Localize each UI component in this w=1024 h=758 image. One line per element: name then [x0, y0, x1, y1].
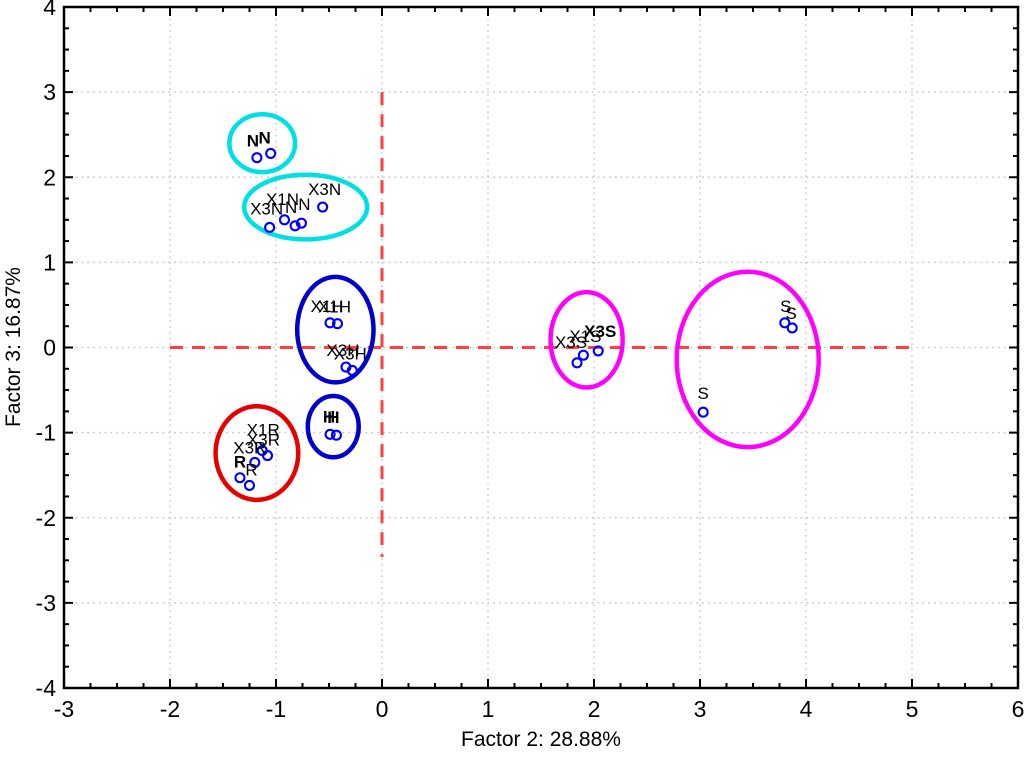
data-point-label: S	[786, 304, 797, 323]
cluster-ellipse-r	[213, 403, 301, 503]
data-point-label: N	[298, 195, 310, 214]
x-axis-title: Factor 2: 28.88%	[461, 728, 621, 751]
data-point-marker	[234, 472, 246, 484]
data-point-marker	[577, 349, 589, 361]
data-point-label: X3S	[584, 322, 616, 341]
data-point-marker	[786, 322, 798, 334]
data-point-label: N	[259, 128, 271, 147]
data-point-label: X3R	[247, 431, 280, 450]
data-point-label: X3H	[334, 344, 367, 363]
cluster-ellipse-s	[674, 269, 821, 450]
data-point-label: X1R	[247, 421, 280, 440]
x-tick-label: -1	[266, 696, 286, 722]
cluster-ellipse-n	[227, 112, 298, 175]
data-point-label: H	[327, 408, 339, 427]
data-point-marker	[592, 345, 604, 357]
data-point-marker	[324, 317, 336, 329]
data-point-marker	[331, 318, 344, 330]
data-point-label: X3S	[555, 333, 587, 352]
y-tick-label: 1	[43, 249, 56, 275]
x-tick-label: 5	[906, 696, 919, 722]
data-point-marker	[261, 450, 274, 462]
data-point-label: N	[247, 132, 259, 151]
data-point-label: N	[285, 198, 297, 217]
cluster-ellipse-n	[241, 172, 370, 242]
data-point-label: H	[323, 407, 335, 426]
x-tick-label: 0	[376, 696, 389, 722]
data-point-marker	[317, 201, 329, 213]
data-point-marker	[346, 364, 358, 377]
data-point-marker	[571, 357, 583, 369]
data-point-label: X3N	[250, 199, 283, 218]
x-tick-label: 2	[588, 696, 601, 722]
data-point-marker	[779, 317, 791, 329]
data-point-marker	[249, 456, 261, 468]
plot-border	[62, 5, 1020, 690]
x-tick-label: 3	[694, 696, 707, 722]
y-tick-label: 4	[43, 0, 56, 20]
data-point-label: R	[245, 460, 257, 479]
y-tick-label: -2	[36, 505, 56, 531]
x-tick-label: -3	[54, 696, 74, 722]
x-tick-label: -2	[160, 696, 180, 722]
cluster-ellipse-h	[305, 393, 361, 460]
data-point-marker	[243, 479, 256, 491]
data-point-marker	[278, 214, 291, 226]
y-axis-title: Factor 3: 16.87%	[2, 267, 25, 427]
data-point-marker	[265, 147, 277, 159]
data-point-label: S	[780, 297, 791, 316]
y-tick-label: 2	[43, 164, 56, 190]
data-point-label: X3H	[326, 341, 359, 360]
data-point-marker	[289, 220, 301, 232]
y-tick-label: -4	[36, 675, 57, 701]
data-point-label: S	[698, 384, 709, 403]
data-point-label: X1H	[318, 298, 351, 317]
data-point-label: X1N	[266, 190, 299, 209]
data-point-marker	[295, 217, 307, 229]
data-point-label: X1S	[569, 327, 601, 346]
data-point-marker	[264, 221, 276, 234]
data-point-marker	[251, 152, 263, 164]
x-tick-label: 4	[800, 696, 813, 722]
data-point-label: R	[234, 453, 246, 472]
data-point-label: X1H	[311, 297, 344, 316]
data-point-marker	[697, 406, 709, 418]
y-tick-label: 3	[43, 79, 56, 105]
x-tick-label: 1	[482, 696, 495, 722]
data-point-marker	[330, 429, 342, 441]
y-tick-label: -3	[36, 590, 56, 616]
data-point-label: X3R	[233, 438, 266, 457]
x-tick-label: 6	[1012, 696, 1024, 722]
cluster-ellipse-h	[294, 274, 376, 385]
data-point-marker	[324, 428, 336, 440]
y-tick-label: 0	[43, 335, 56, 361]
cluster-ellipse-s	[548, 289, 625, 390]
y-tick-label: -1	[36, 420, 56, 446]
data-point-label: X3N	[308, 180, 341, 199]
